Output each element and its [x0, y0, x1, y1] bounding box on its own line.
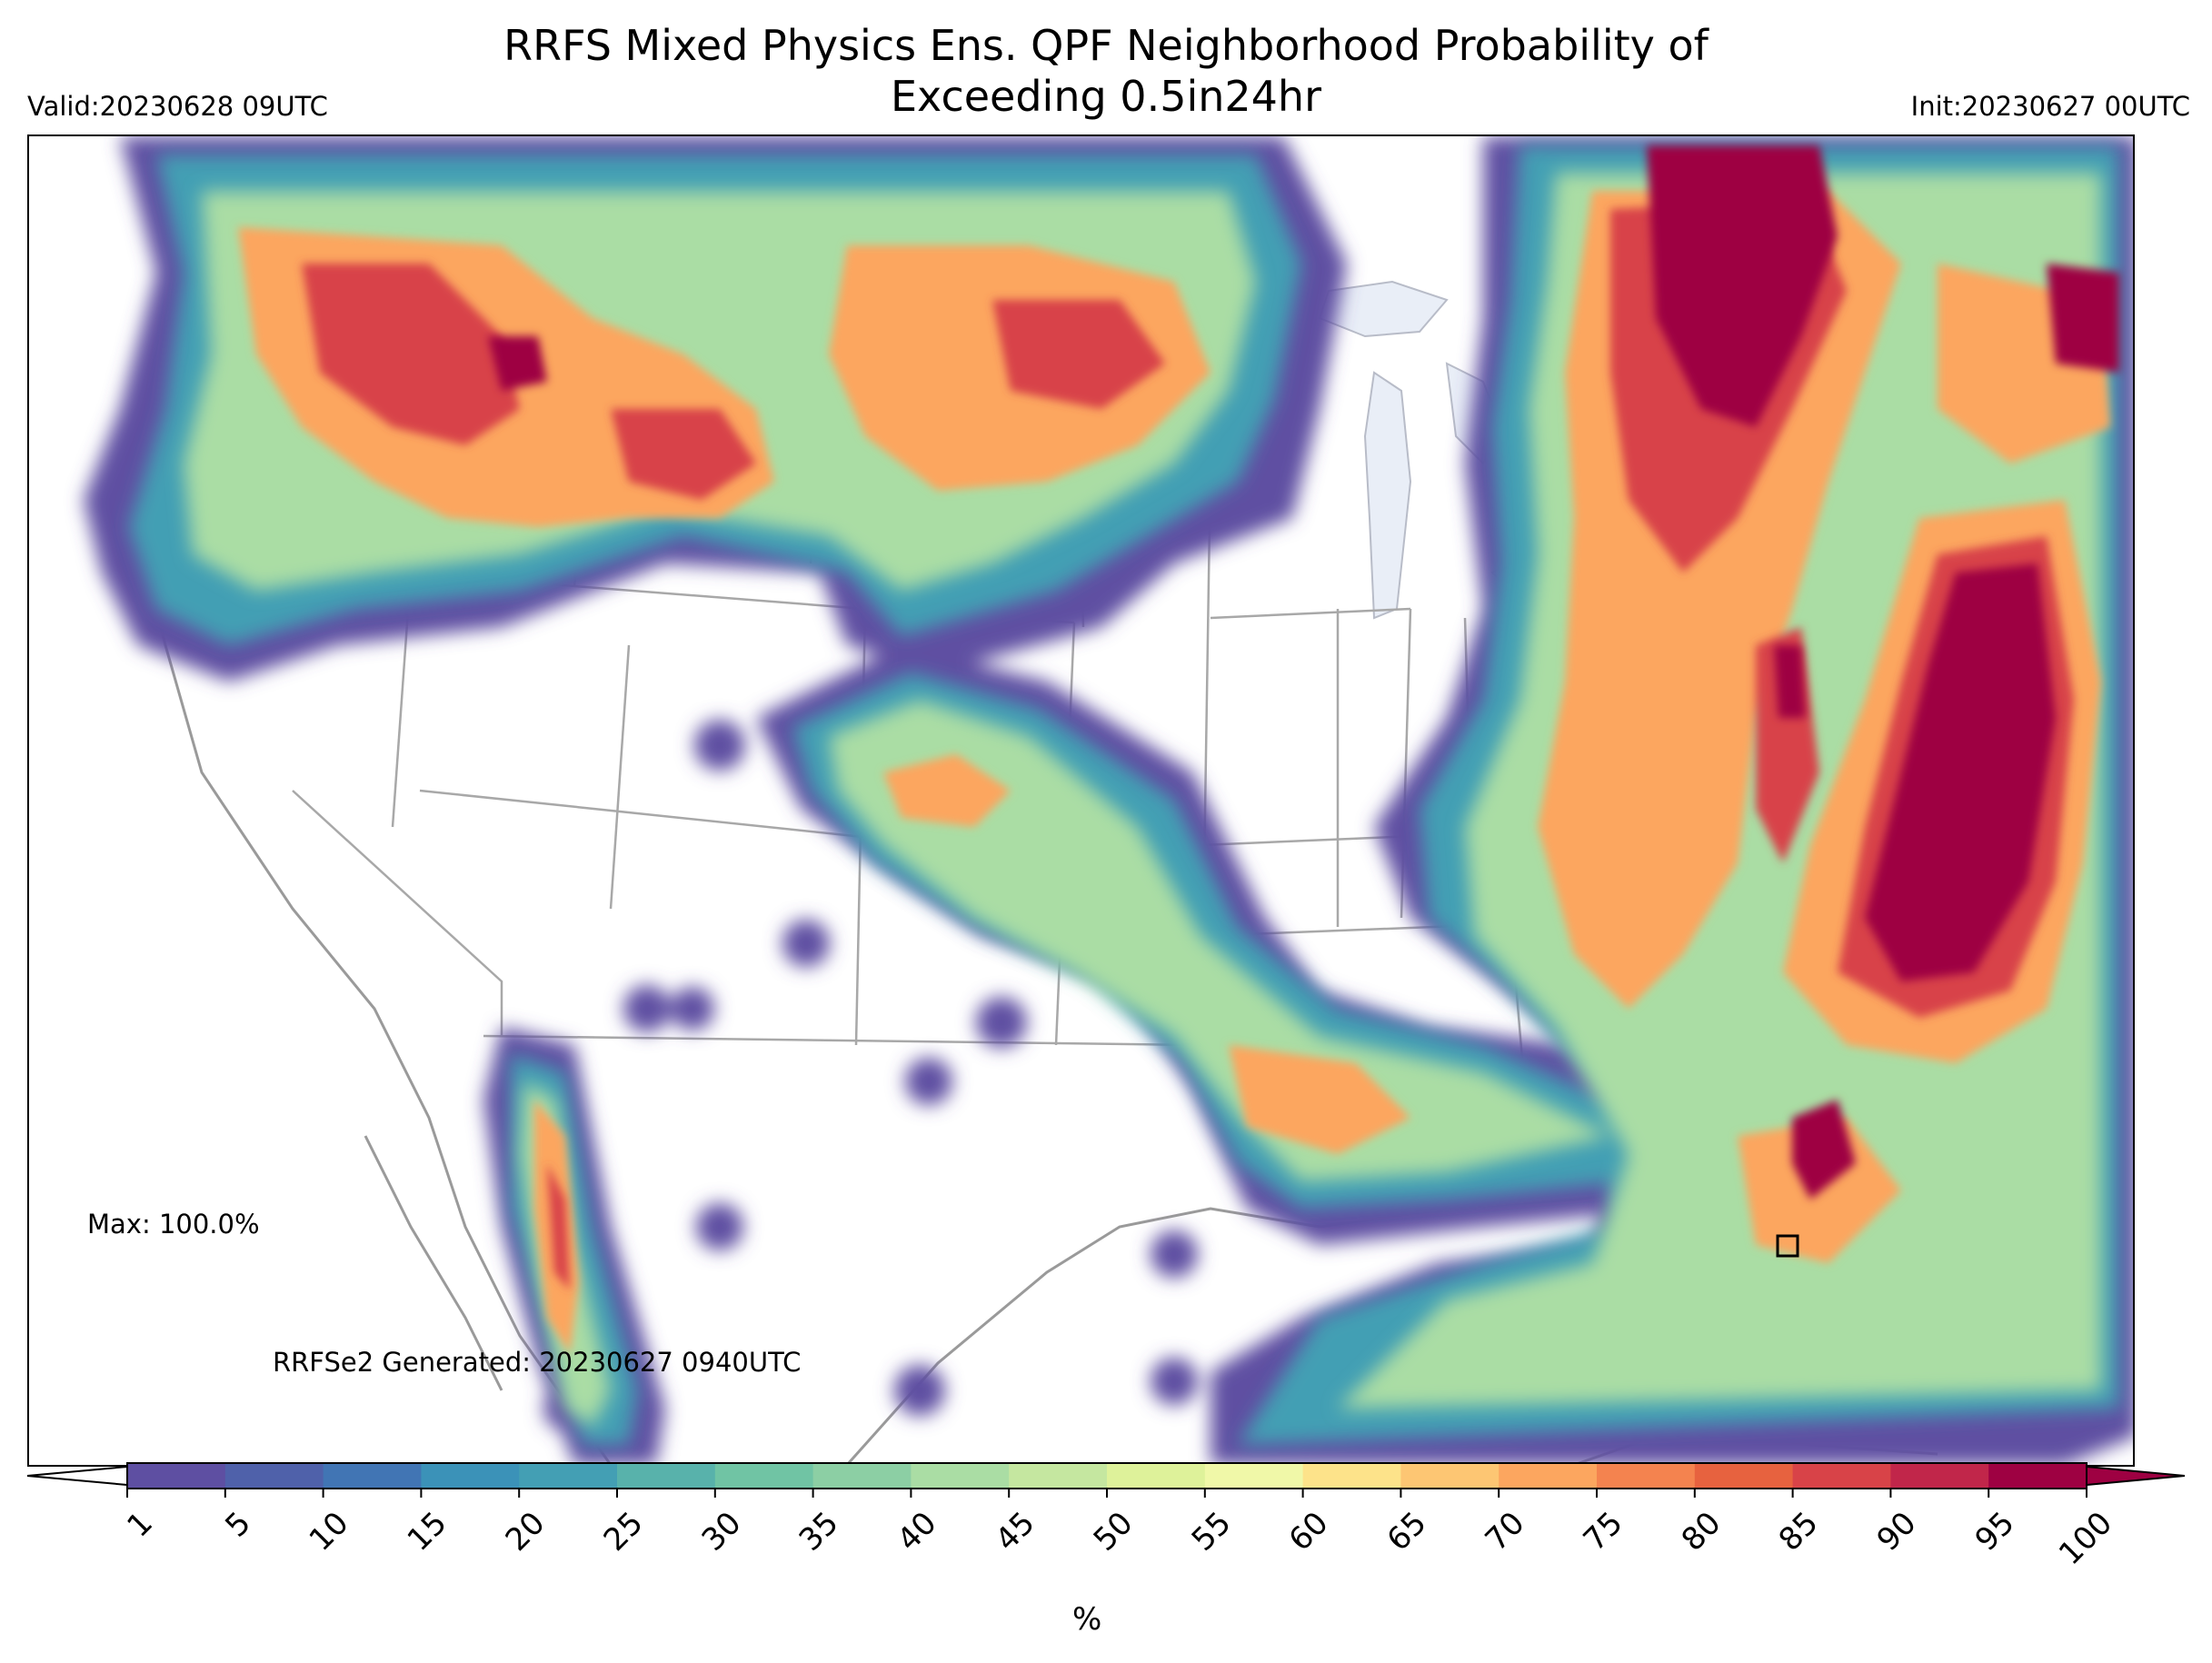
colorbar-segment: [323, 1463, 422, 1489]
colorbar-unit-label: %: [1072, 1601, 1102, 1638]
colorbar-segment: [1792, 1463, 1891, 1489]
colorbar-tick-label: 95: [1968, 1505, 2022, 1558]
chart-title: RRFS Mixed Physics Ens. QPF Neighborhood…: [0, 20, 2212, 122]
colorbar-tick-label: 35: [792, 1505, 846, 1558]
probability-map: [84, 136, 2133, 1465]
colorbar-tick-label: 55: [1184, 1505, 1239, 1558]
colorbar-tick-label: 15: [400, 1505, 454, 1558]
colorbar-segment: [421, 1463, 520, 1489]
colorbar-segment: [1009, 1463, 1108, 1489]
colorbar-tick-label: 50: [1086, 1505, 1141, 1558]
title-line-1: RRFS Mixed Physics Ens. QPF Neighborhood…: [503, 21, 1709, 70]
colorbar-tick-label: 1: [120, 1505, 161, 1545]
colorbar-segment: [1400, 1463, 1500, 1489]
colorbar-segment: [812, 1463, 912, 1489]
prob-layer-95: [488, 145, 2119, 1200]
colorbar-segment: [1499, 1463, 1598, 1489]
colorbar-tick-label: 30: [694, 1505, 749, 1558]
colorbar-tick-label: 60: [1282, 1505, 1336, 1558]
colorbar-segment: [1597, 1463, 1696, 1489]
colorbar-tick-label: 40: [890, 1505, 944, 1558]
colorbar-tick-label: 20: [498, 1505, 553, 1558]
generated-time-label: RRFSe2 Generated: 20230627 0940UTC: [273, 1347, 802, 1378]
colorbar-outline: [126, 1462, 2087, 1489]
map-panel: Max: 100.0% RRFSe2 Generated: 20230627 0…: [27, 134, 2135, 1467]
colorbar-tick-marks: [126, 1489, 2087, 1498]
colorbar-tick-label: 90: [1869, 1505, 1924, 1558]
colorbar-segment: [911, 1463, 1010, 1489]
colorbar-tick-label: 10: [303, 1505, 356, 1558]
colorbar-segment: [1988, 1463, 2087, 1489]
colorbar-segment: [127, 1463, 226, 1489]
colorbar-segment: [1107, 1463, 1206, 1489]
colorbar-max-extend: [2086, 1465, 2186, 1487]
colorbar-tick-label: 85: [1772, 1505, 1826, 1558]
colorbar-tick-label: 80: [1674, 1505, 1729, 1558]
colorbar-tick-label: 70: [1478, 1505, 1532, 1558]
colorbar-segment: [617, 1463, 716, 1489]
colorbar-segment: [1890, 1463, 1989, 1489]
colorbar-segment: [714, 1463, 814, 1489]
max-location-marker: [1776, 1234, 1799, 1258]
colorbar-min-extend: [26, 1465, 128, 1487]
max-value-label: Max: 100.0%: [87, 1209, 260, 1240]
colorbar-segment: [519, 1463, 618, 1489]
init-time-label: Init:20230627 00UTC: [1910, 91, 2190, 122]
colorbar-tick-label: 5: [218, 1505, 259, 1545]
colorbar-tick-label: 45: [988, 1505, 1042, 1558]
valid-time-label: Valid:20230628 09UTC: [27, 91, 328, 122]
colorbar-tick-label: 100: [2052, 1505, 2120, 1573]
colorbar-segment: [1302, 1463, 1401, 1489]
colorbar-segments: [127, 1463, 2087, 1489]
colorbar-tick-label: 65: [1380, 1505, 1434, 1558]
colorbar-segment: [224, 1463, 324, 1489]
colorbar-segment: [1694, 1463, 1794, 1489]
colorbar-tick-label: 75: [1576, 1505, 1630, 1558]
colorbar-segment: [1204, 1463, 1304, 1489]
colorbar-tick-label: 25: [596, 1505, 651, 1558]
title-line-2: Exceeding 0.5in24hr: [890, 72, 1321, 121]
